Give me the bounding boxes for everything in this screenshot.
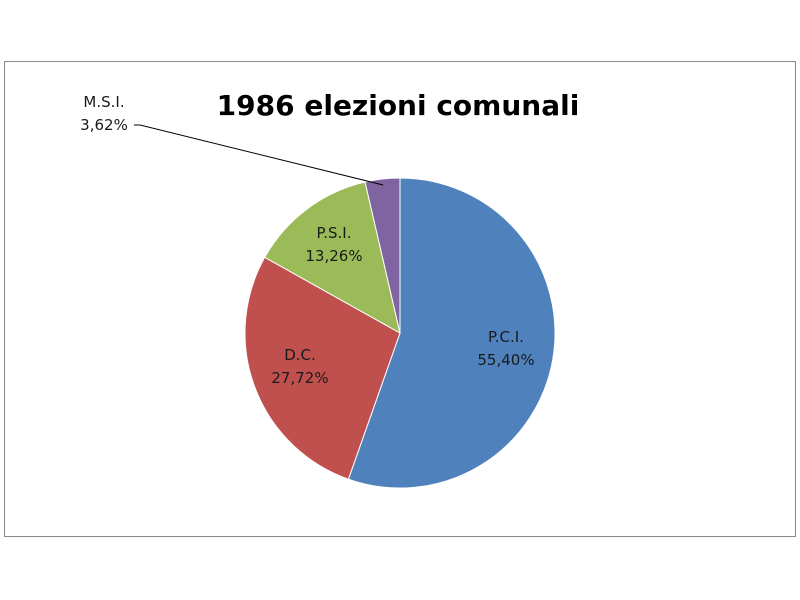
slice-percent-pci: 55,40% xyxy=(477,351,534,369)
chart-title: 1986 elezioni comunali xyxy=(217,89,580,122)
pie-slices xyxy=(244,177,556,489)
slice-labels: P.C.I. 55,40% D.C. 27,72% P.S.I. 13,26% M.S.I.… xyxy=(80,93,534,387)
leader-lines xyxy=(134,124,384,186)
slice-percent-psi: 13,26% xyxy=(305,247,362,265)
pie-slice-msi xyxy=(364,177,401,334)
slice-name-msi: M.S.I. xyxy=(83,93,124,111)
leader-line-msi xyxy=(134,124,384,186)
slice-percent-dc: 27,72% xyxy=(271,369,328,387)
slice-name-pci: P.C.I. xyxy=(488,328,524,346)
slice-percent-msi: 3,62% xyxy=(80,116,128,134)
pie-slice-psi xyxy=(264,181,401,334)
pie-slice-dc xyxy=(244,256,401,480)
slice-name-dc: D.C. xyxy=(284,346,316,364)
slice-name-psi: P.S.I. xyxy=(317,224,352,242)
